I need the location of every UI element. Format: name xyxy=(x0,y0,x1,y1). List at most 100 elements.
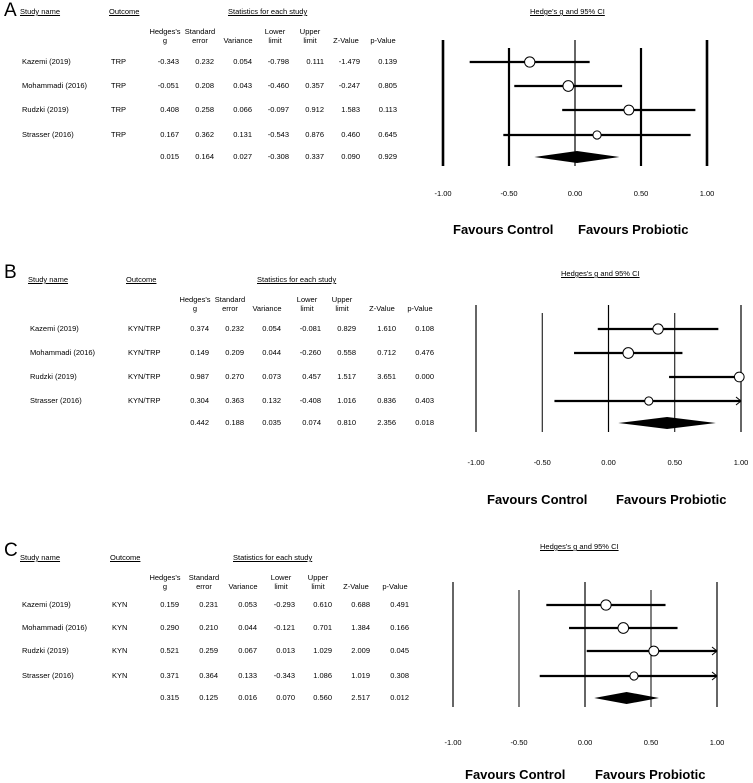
hedges_g-header-line2: g xyxy=(162,582,168,591)
pooled-z-value: 2.517 xyxy=(351,693,370,702)
pooled-p-value: 0.929 xyxy=(378,152,397,161)
standard_error-header-line1: Standard xyxy=(214,295,246,304)
point-estimate xyxy=(733,371,745,383)
study-p-value: 0.113 xyxy=(378,105,397,114)
study-p-value: 0.045 xyxy=(390,646,409,655)
point-estimate xyxy=(629,671,639,681)
pooled-g-value: 0.015 xyxy=(160,152,179,161)
study-ll-value: -0.543 xyxy=(267,130,289,139)
lower_limit-header-line2: limit xyxy=(300,304,314,313)
study-p-value: 0.805 xyxy=(378,81,397,90)
upper_limit-header-line1: Upper xyxy=(331,295,353,304)
point-estimate xyxy=(644,396,654,406)
study-name: Mohammadi (2016) xyxy=(30,348,96,357)
study-outcome: KYN/TRP xyxy=(128,324,161,333)
study-p-value: 0.645 xyxy=(378,130,397,139)
variance-header: Variance xyxy=(228,582,258,591)
study-name: Mohammadi (2016) xyxy=(22,81,88,90)
study-z-value: 1.610 xyxy=(377,324,396,333)
study-z-value: 2.009 xyxy=(351,646,370,655)
study-name: Rudzki (2019) xyxy=(22,105,69,114)
upper_limit-header-line2: limit xyxy=(303,36,317,45)
study-ul-value: 0.701 xyxy=(313,623,332,632)
pooled-var-value: 0.035 xyxy=(262,418,281,427)
study-se-value: 0.270 xyxy=(225,372,244,381)
hedges_g-header-line2: g xyxy=(192,304,198,313)
study-ll-value: -0.081 xyxy=(299,324,321,333)
outcome-header: Outcome xyxy=(110,553,141,562)
study-se-value: 0.258 xyxy=(195,105,214,114)
p_value-header: p-Value xyxy=(382,582,408,591)
study-ll-value: -0.293 xyxy=(273,600,295,609)
z_value-header: Z-Value xyxy=(369,304,395,313)
study-se-value: 0.364 xyxy=(199,671,218,680)
study-se-value: 0.232 xyxy=(195,57,214,66)
pooled-ul-value: 0.810 xyxy=(337,418,356,427)
study-ll-value: -0.121 xyxy=(273,623,295,632)
standard_error-header-line2: error xyxy=(196,582,212,591)
upper_limit-header-line2: limit xyxy=(311,582,325,591)
study-g-value: 0.371 xyxy=(160,671,179,680)
study-ll-value: -0.408 xyxy=(299,396,321,405)
study-outcome: TRP xyxy=(111,130,126,139)
x-tick-label: 0.00 xyxy=(578,738,593,747)
pooled-p-value: 0.012 xyxy=(390,693,409,702)
point-estimate xyxy=(524,56,536,68)
x-tick-label: -1.00 xyxy=(444,738,461,747)
x-tick-label: 0.50 xyxy=(634,189,649,198)
pooled-ll-value: 0.070 xyxy=(276,693,295,702)
point-estimate xyxy=(600,599,612,611)
study-outcome: KYN xyxy=(112,646,128,655)
point-estimate xyxy=(622,347,635,359)
pooled-diamond xyxy=(618,417,716,429)
point-estimate xyxy=(623,104,635,116)
point-estimate xyxy=(592,130,602,140)
study-ll-value: 0.457 xyxy=(302,372,321,381)
study-var-value: 0.043 xyxy=(233,81,252,90)
study-g-value: 0.159 xyxy=(160,600,179,609)
point-estimate xyxy=(652,323,664,335)
study-ul-value: 1.029 xyxy=(313,646,332,655)
study-g-value: -0.343 xyxy=(157,57,179,66)
study-name-header: Study name xyxy=(28,275,69,284)
outcome-header: Outcome xyxy=(126,275,157,284)
study-name: Strasser (2016) xyxy=(22,130,74,139)
study-var-value: 0.132 xyxy=(262,396,281,405)
study-ll-value: -0.798 xyxy=(267,57,289,66)
statistics-header: Statistics for each study xyxy=(257,275,337,284)
study-name: Strasser (2016) xyxy=(22,671,74,680)
forest-plot: -1.00 -0.50 0.00 0.50 1.00 xyxy=(434,40,714,198)
study-g-value: -0.051 xyxy=(157,81,179,90)
x-tick-label: 0.00 xyxy=(568,189,583,198)
study-se-value: 0.231 xyxy=(199,600,218,609)
study-ul-value: 1.016 xyxy=(337,396,356,405)
panel-letter: A xyxy=(4,0,17,21)
study-var-value: 0.044 xyxy=(262,348,281,357)
study-p-value: 0.491 xyxy=(390,600,409,609)
study-outcome: KYN xyxy=(112,671,128,680)
panel-letter: B xyxy=(4,262,17,283)
study-ll-value: -0.260 xyxy=(299,348,321,357)
study-g-value: 0.408 xyxy=(160,105,179,114)
p_value-header: p-Value xyxy=(370,36,396,45)
favours-probiotic-label: Favours Probiotic xyxy=(578,222,689,237)
pooled-diamond xyxy=(594,692,659,704)
hedges_g-header-line1: Hedges's xyxy=(149,27,181,36)
study-se-value: 0.363 xyxy=(225,396,244,405)
ci-arrow xyxy=(711,646,718,656)
x-tick-label: -0.50 xyxy=(534,458,551,467)
study-g-value: 0.149 xyxy=(190,348,209,357)
study-outcome: TRP xyxy=(111,57,126,66)
study-name-header: Study name xyxy=(20,7,61,16)
study-var-value: 0.054 xyxy=(262,324,281,333)
study-p-value: 0.166 xyxy=(390,623,409,632)
study-ul-value: 0.876 xyxy=(305,130,324,139)
hedges_g-header-line1: Hedges's xyxy=(179,295,211,304)
study-name: Rudzki (2019) xyxy=(30,372,77,381)
ci-arrow xyxy=(711,671,718,681)
study-z-value: 1.019 xyxy=(351,671,370,680)
pooled-g-value: 0.315 xyxy=(160,693,179,702)
study-se-value: 0.209 xyxy=(225,348,244,357)
standard_error-header-line2: error xyxy=(192,36,208,45)
study-var-value: 0.053 xyxy=(238,600,257,609)
